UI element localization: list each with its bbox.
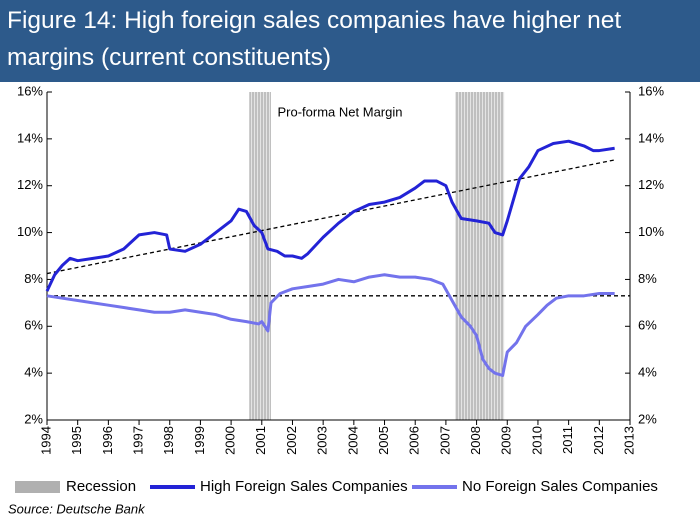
- x-tick-label: 1996: [100, 426, 115, 455]
- chart-title: Figure 14: High foreign sales companies …: [0, 0, 700, 82]
- x-tick-label: 2011: [560, 426, 575, 454]
- y-tick-label: 12%: [17, 177, 43, 192]
- x-tick-label: 2006: [407, 426, 422, 455]
- legend-label: High Foreign Sales Companies: [200, 478, 408, 495]
- recession-band: [249, 92, 271, 420]
- x-tick-label: 2008: [468, 426, 483, 455]
- legend-label: Recession: [66, 478, 136, 495]
- legend-swatch: [15, 481, 60, 493]
- y2-tick-label: 14%: [638, 130, 664, 145]
- x-tick-label: 2000: [223, 426, 238, 455]
- y2-tick-label: 16%: [638, 83, 664, 98]
- x-tick-label: 1999: [192, 426, 207, 455]
- y-tick-label: 4%: [24, 365, 43, 380]
- trend-line: [46, 159, 615, 275]
- x-tick-label: 1998: [161, 426, 176, 455]
- x-tick-label: 2002: [284, 426, 299, 455]
- y2-tick-label: 4%: [638, 365, 657, 380]
- recession-band: [455, 92, 505, 420]
- x-tick-label: 2010: [529, 426, 544, 455]
- series-line: [45, 139, 615, 292]
- y-tick-label: 2%: [24, 411, 43, 426]
- y-tick-label: 10%: [17, 224, 43, 239]
- y-tick-label: 14%: [17, 130, 43, 145]
- y-tick-label: 6%: [24, 318, 43, 333]
- y2-tick-label: 2%: [638, 411, 657, 426]
- y2-tick-label: 6%: [638, 318, 657, 333]
- y2-tick-label: 12%: [638, 177, 664, 192]
- x-tick-label: 2012: [591, 426, 606, 455]
- x-tick-label: 2009: [499, 426, 514, 455]
- x-tick-label: 1995: [69, 426, 84, 455]
- series-line: [46, 273, 615, 377]
- y2-tick-label: 8%: [638, 271, 657, 286]
- x-tick-label: 2007: [437, 426, 452, 455]
- source: Source: Deutsche Bank: [8, 501, 146, 516]
- x-tick-label: 1997: [130, 426, 145, 455]
- x-tick-label: 2001: [253, 426, 268, 455]
- y2-tick-label: 10%: [638, 224, 664, 239]
- x-tick-label: 2005: [376, 426, 391, 455]
- annotation: Pro-forma Net Margin: [278, 104, 403, 119]
- x-tick-label: 2003: [315, 426, 330, 455]
- legend-label: No Foreign Sales Companies: [462, 478, 658, 495]
- x-tick-label: 2013: [621, 426, 636, 455]
- x-tick-label: 1994: [38, 426, 53, 455]
- x-tick-label: 2004: [345, 426, 360, 455]
- y-tick-label: 8%: [24, 271, 43, 286]
- y-tick-label: 16%: [17, 83, 43, 98]
